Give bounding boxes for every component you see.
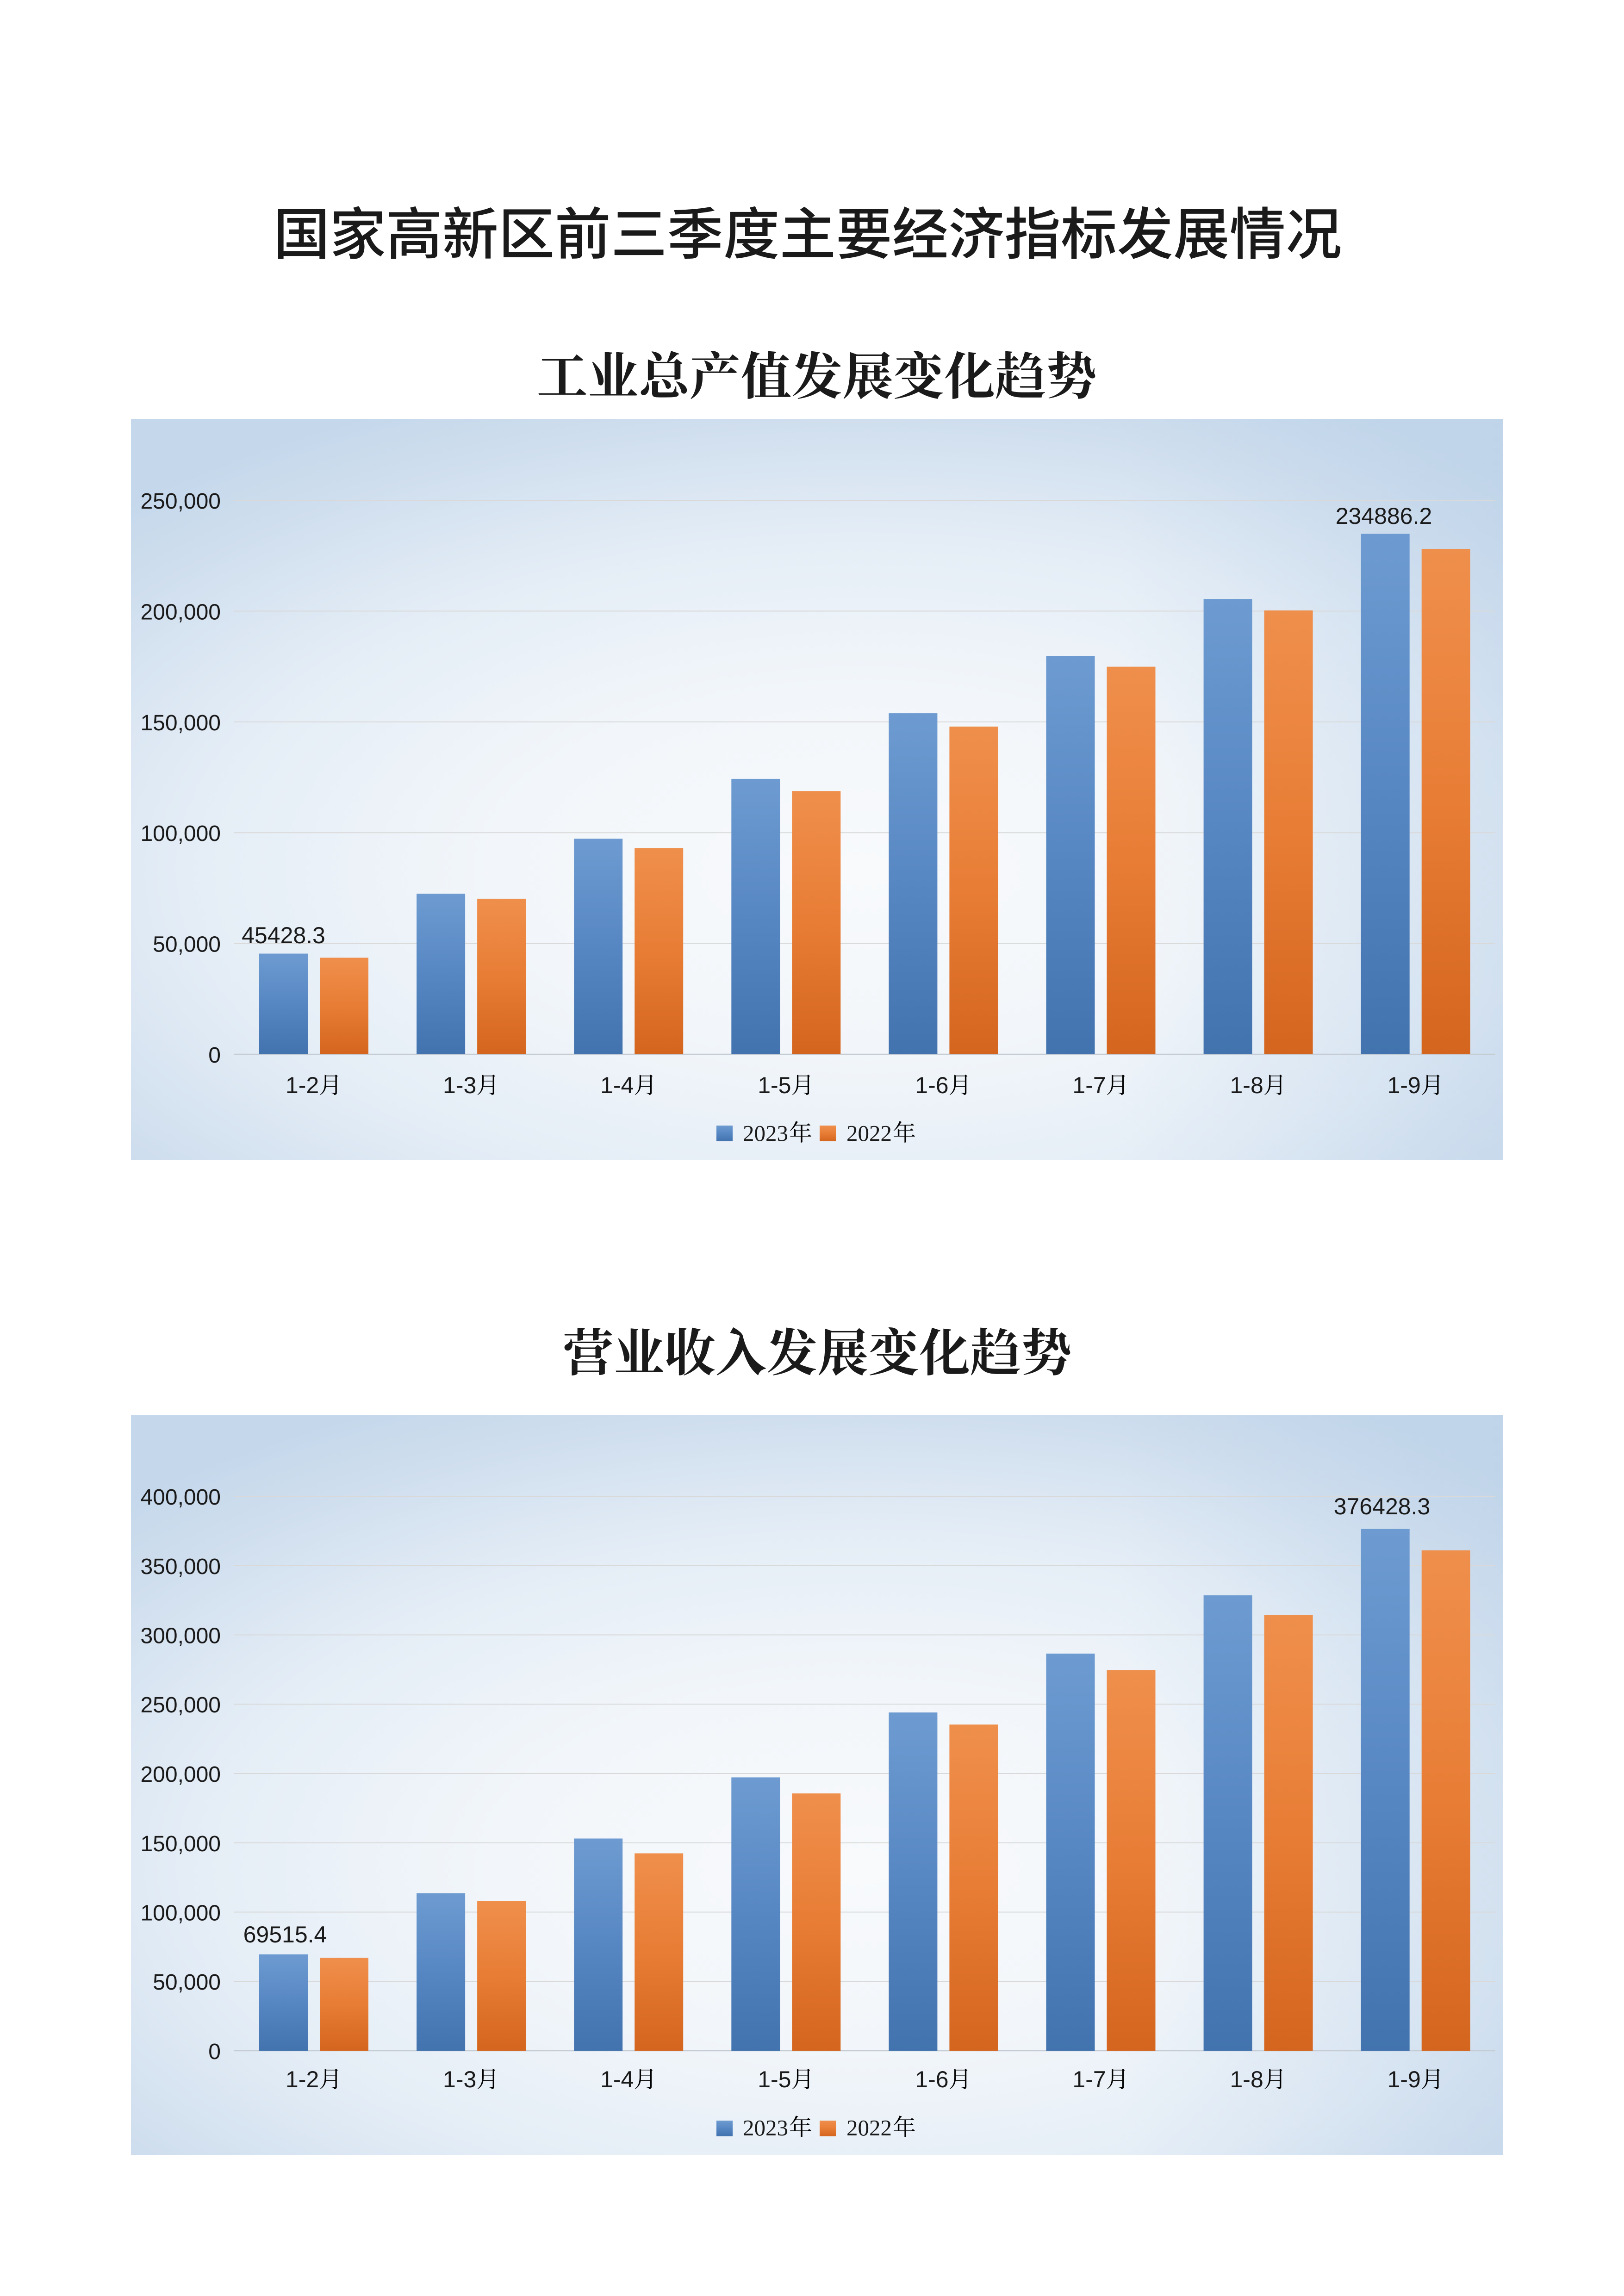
svg-text:1-8: 1-8: [1230, 1072, 1263, 1098]
svg-text:50,000: 50,000: [153, 933, 221, 957]
svg-text:1-6: 1-6: [915, 1072, 948, 1098]
svg-text:150,000: 150,000: [140, 711, 221, 735]
svg-text:1-3: 1-3: [443, 1072, 476, 1098]
svg-text:1-7: 1-7: [1072, 2066, 1106, 2092]
svg-text:1-3: 1-3: [443, 2066, 476, 2092]
svg-text:1-5: 1-5: [758, 2066, 791, 2092]
svg-text:45428.3: 45428.3: [242, 922, 325, 948]
svg-text:2023: 2023: [743, 1120, 788, 1146]
svg-text:1-6: 1-6: [915, 2066, 948, 2092]
svg-text:0: 0: [208, 2040, 221, 2064]
svg-text:350,000: 350,000: [140, 1555, 221, 1579]
svg-text:1-9: 1-9: [1388, 1072, 1421, 1098]
svg-text:1-2: 1-2: [286, 2066, 319, 2092]
svg-text:200,000: 200,000: [140, 1762, 221, 1787]
svg-text:1-4: 1-4: [600, 1072, 634, 1098]
svg-text:1-9: 1-9: [1388, 2066, 1421, 2092]
svg-text:250,000: 250,000: [140, 489, 221, 514]
svg-text:234886.2: 234886.2: [1336, 503, 1432, 529]
svg-text:400,000: 400,000: [140, 1485, 221, 1510]
svg-text:376428.3: 376428.3: [1334, 1493, 1431, 1519]
svg-text:100,000: 100,000: [140, 821, 221, 846]
svg-text:100,000: 100,000: [140, 1901, 221, 1926]
svg-text:2022: 2022: [846, 2115, 892, 2140]
svg-text:1-8: 1-8: [1230, 2066, 1263, 2092]
svg-text:0: 0: [208, 1043, 221, 1068]
svg-text:2022: 2022: [846, 1120, 892, 1146]
svg-text:50,000: 50,000: [153, 1970, 221, 1995]
svg-text:200,000: 200,000: [140, 600, 221, 624]
svg-text:1-7: 1-7: [1072, 1072, 1106, 1098]
svg-text:300,000: 300,000: [140, 1624, 221, 1649]
svg-text:1-2: 1-2: [286, 1072, 319, 1098]
svg-text:2023: 2023: [743, 2115, 788, 2140]
svg-text:1-4: 1-4: [600, 2066, 634, 2092]
svg-text:1-5: 1-5: [758, 1072, 791, 1098]
svg-text:150,000: 150,000: [140, 1832, 221, 1856]
svg-text:250,000: 250,000: [140, 1693, 221, 1717]
svg-text:69515.4: 69515.4: [243, 1922, 327, 1948]
